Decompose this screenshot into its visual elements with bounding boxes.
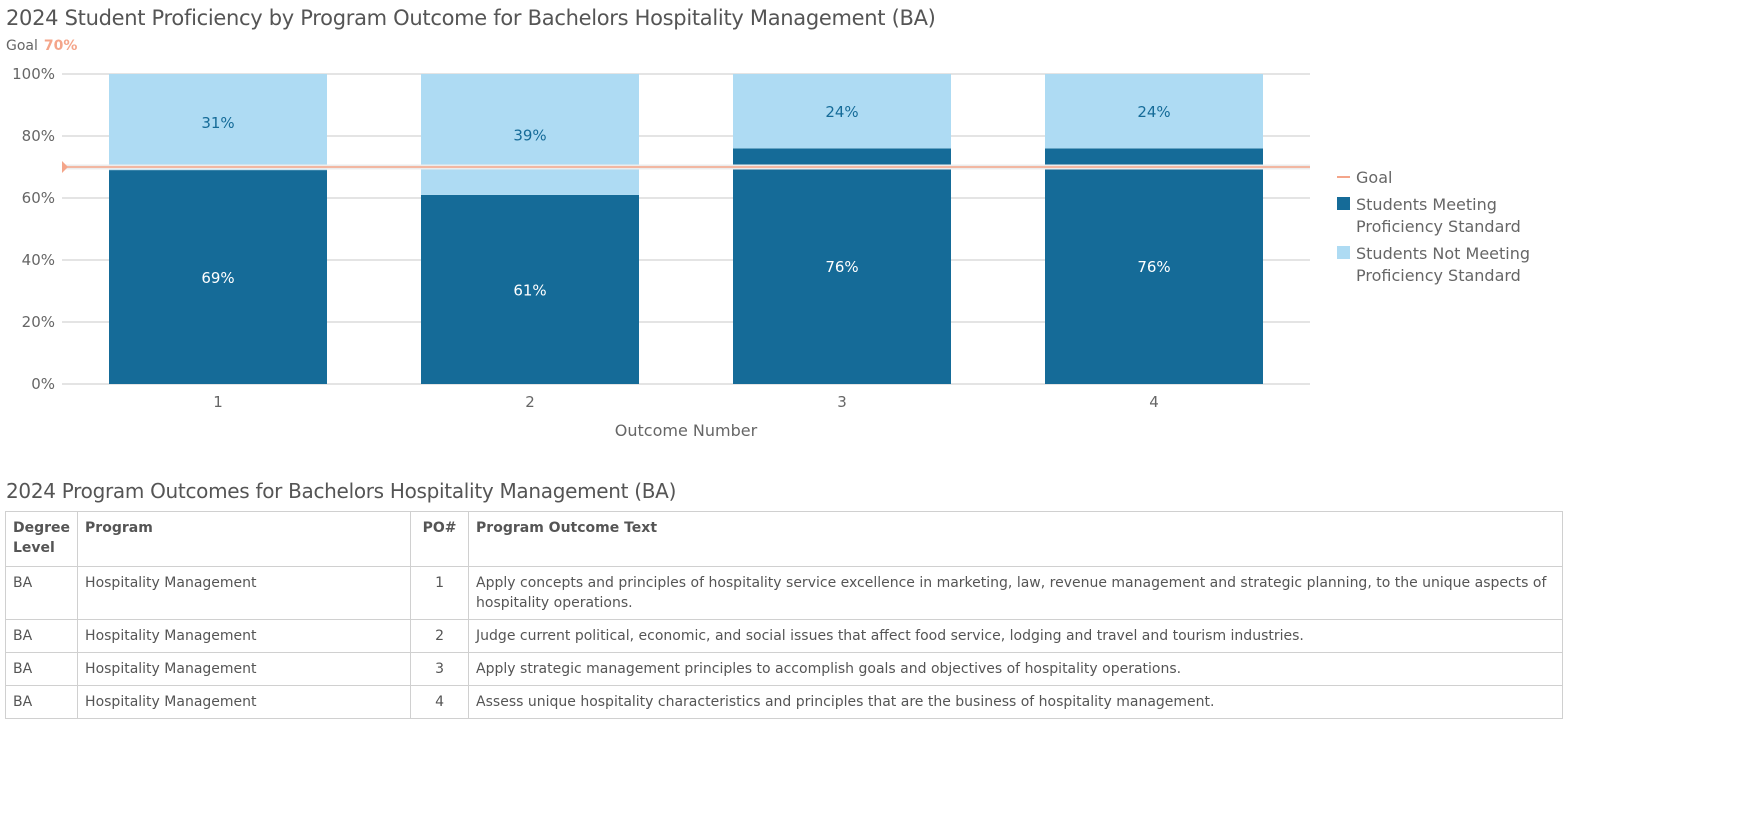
cell-program: Hospitality Management xyxy=(77,619,412,653)
y-tick-label: 20% xyxy=(22,313,55,331)
cell-degree-level: BA xyxy=(4,566,79,620)
bar-meeting xyxy=(109,170,327,384)
header-outcome-text: Program Outcome Text xyxy=(468,511,1563,567)
data-label: 24% xyxy=(825,103,858,121)
goal-label: Goal xyxy=(6,38,38,54)
stacked-bar-chart: 0% 20% 40% 60% 80% 100% 69% 31% 1 61% 39% 2 76% 24% 3 7… xyxy=(12,65,1530,440)
bar-meeting xyxy=(1045,148,1263,384)
data-label: 24% xyxy=(1137,103,1170,121)
table-row: BA Hospitality Management 2 Judge current p… xyxy=(4,619,1563,653)
legend-not-meeting-label: Students Not Meeting xyxy=(1356,244,1530,263)
cell-po-number: 2 xyxy=(410,619,470,653)
bar-not-meeting xyxy=(733,74,951,149)
data-label: 76% xyxy=(1137,258,1170,276)
cell-program: Hospitality Management xyxy=(77,652,412,686)
goal-marker-icon xyxy=(62,161,68,173)
legend-not-meeting-label: Proficiency Standard xyxy=(1356,266,1521,285)
cell-outcome-text: Assess unique hospitality characteristic… xyxy=(468,685,1563,719)
cell-po-number: 4 xyxy=(410,685,470,719)
cell-po-number: 1 xyxy=(410,566,470,620)
data-label: 39% xyxy=(513,126,546,144)
x-tick-label: 2 xyxy=(525,393,535,411)
cell-outcome-text: Judge current political, economic, and s… xyxy=(468,619,1563,653)
header-degree-level: Degree Level xyxy=(4,511,79,567)
header-program: Program xyxy=(77,511,412,567)
bar-not-meeting xyxy=(109,74,327,171)
table-header-row: Degree Level Program PO# Program Outcome… xyxy=(4,511,1563,567)
x-tick-label: 4 xyxy=(1149,393,1159,411)
x-tick-label: 3 xyxy=(837,393,847,411)
y-tick-label: 40% xyxy=(22,251,55,269)
table-row: BA Hospitality Management 1 Apply concepts … xyxy=(4,566,1563,620)
y-tick-label: 0% xyxy=(31,375,55,393)
legend-goal-label: Goal xyxy=(1356,168,1392,187)
y-tick-label: 60% xyxy=(22,189,55,207)
cell-po-number: 3 xyxy=(410,652,470,686)
cell-program: Hospitality Management xyxy=(77,685,412,719)
bar-not-meeting xyxy=(1045,74,1263,149)
data-label: 31% xyxy=(201,114,234,132)
x-axis-title: Outcome Number xyxy=(615,421,758,440)
cell-degree-level: BA xyxy=(4,685,79,719)
cell-outcome-text: Apply strategic management principles to… xyxy=(468,652,1563,686)
cell-program: Hospitality Management xyxy=(77,566,412,620)
legend-not-meeting-swatch xyxy=(1337,246,1350,259)
table-row: BA Hospitality Management 4 Assess unique h… xyxy=(4,685,1563,719)
program-outcomes-table: Degree Level Program PO# Program Outcome… xyxy=(4,511,1563,719)
table-title: 2024 Program Outcomes for Bachelors Hosp… xyxy=(6,479,677,503)
data-label: 69% xyxy=(201,269,234,287)
cell-outcome-text: Apply concepts and principles of hospita… xyxy=(468,566,1563,620)
data-label: 76% xyxy=(825,258,858,276)
header-po-number: PO# xyxy=(410,511,470,567)
goal-value: 70% xyxy=(43,38,78,54)
bar-meeting xyxy=(421,194,639,384)
cell-degree-level: BA xyxy=(4,619,79,653)
data-label: 61% xyxy=(513,281,546,299)
goal-summary: Goal 70% xyxy=(6,38,77,54)
bar-meeting xyxy=(733,148,951,384)
y-tick-label: 100% xyxy=(12,65,55,83)
x-tick-label: 1 xyxy=(213,393,223,411)
y-tick-label: 80% xyxy=(22,127,55,145)
legend-meeting-label: Proficiency Standard xyxy=(1356,217,1521,236)
chart-title: 2024 Student Proficiency by Program Outc… xyxy=(6,6,936,30)
legend-meeting-swatch xyxy=(1337,197,1350,210)
table-row: BA Hospitality Management 3 Apply strategic… xyxy=(4,652,1563,686)
cell-degree-level: BA xyxy=(4,652,79,686)
bar-not-meeting xyxy=(421,74,639,195)
legend-meeting-label: Students Meeting xyxy=(1356,195,1497,214)
